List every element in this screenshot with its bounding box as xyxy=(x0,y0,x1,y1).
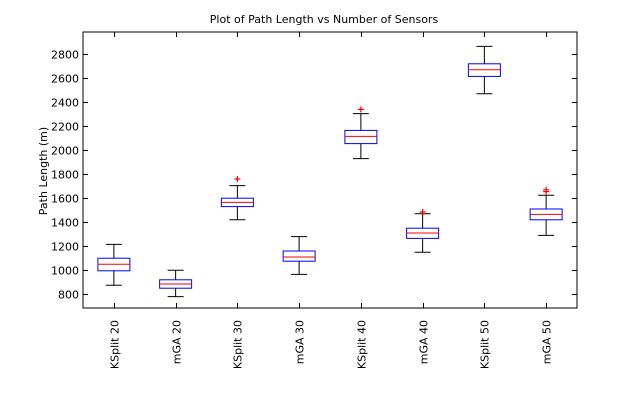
box-iqr xyxy=(282,250,316,262)
y-tick-label: 2600 xyxy=(51,73,79,86)
y-axis-label: Path Length (m) xyxy=(37,127,50,215)
y-tick-label: 2200 xyxy=(51,121,79,134)
x-tick-label: KSplit 20 xyxy=(109,320,122,369)
x-tick-label: mGA 50 xyxy=(541,320,554,364)
y-tick-label: 1000 xyxy=(51,265,79,278)
x-tick-label: KSplit 40 xyxy=(356,320,369,369)
x-tick-label: mGA 30 xyxy=(294,320,307,364)
outlier-marker xyxy=(419,209,426,215)
outlier-marker xyxy=(234,176,241,182)
y-tick-label: 2000 xyxy=(51,145,79,158)
x-tick-label: KSplit 30 xyxy=(232,320,245,369)
y-tick-label: 1600 xyxy=(51,193,79,206)
y-tick-label: 2400 xyxy=(51,97,79,110)
x-tick-label: mGA 20 xyxy=(171,320,184,364)
outlier-marker xyxy=(357,106,364,113)
box-iqr xyxy=(344,129,378,145)
x-tick-label: mGA 40 xyxy=(418,320,431,364)
x-tick-label: KSplit 50 xyxy=(479,320,492,369)
y-tick-label: 1800 xyxy=(51,169,79,182)
y-tick-label: 1400 xyxy=(51,217,79,230)
chart-title: Plot of Path Length vs Number of Sensors xyxy=(210,13,439,26)
y-tick-label: 1200 xyxy=(51,241,79,254)
y-tick-label: 2800 xyxy=(51,49,79,62)
axes-frame xyxy=(82,31,578,309)
plot-area: 800 1000 1200 1400 1600 1800 2000 2200 2400 2600 2… xyxy=(51,31,578,369)
outlier-marker xyxy=(543,186,550,193)
y-tick-label: 800 xyxy=(58,289,79,302)
